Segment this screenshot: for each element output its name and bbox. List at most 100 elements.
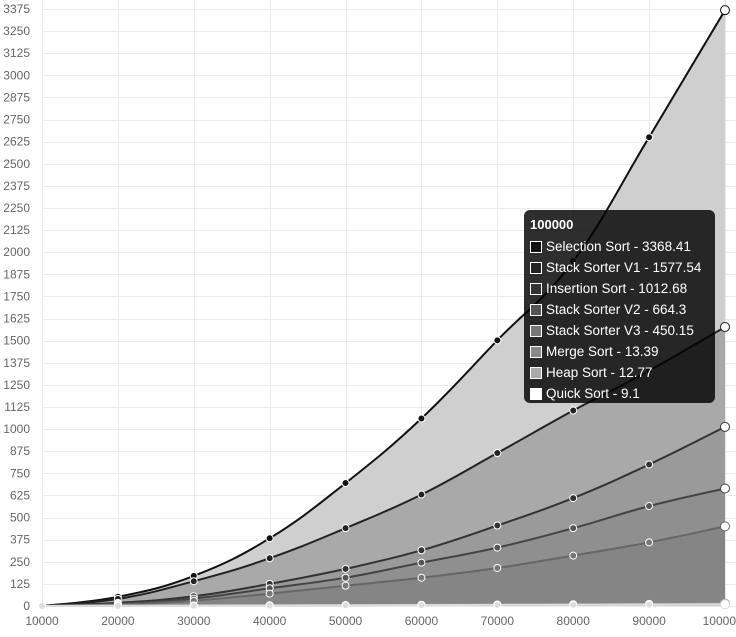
x-tick-label: 80000: [557, 614, 591, 628]
x-tick-label: 60000: [405, 614, 439, 628]
series-points: [38, 5, 730, 610]
tooltip-row-label: Stack Sorter V1 - 1577.54: [546, 260, 702, 275]
point-stack-sorter-v3: [417, 573, 426, 582]
point-quick-sort: [417, 601, 426, 610]
tooltip-row-stack-sorter-v2: Stack Sorter V2 - 664.3: [530, 299, 709, 320]
legend-swatch-icon: [530, 303, 542, 316]
y-tick-label: 2000: [3, 245, 30, 259]
point-insertion-sort: [341, 564, 350, 573]
point-selection-sort: [720, 5, 730, 16]
point-quick-sort: [265, 601, 274, 610]
tooltip-row-label: Stack Sorter V3 - 450.15: [546, 323, 694, 338]
point-stack-sorter-v1: [341, 524, 350, 533]
tooltip-title: 100000: [530, 217, 574, 232]
y-tick-label: 2875: [3, 90, 30, 104]
point-quick-sort: [645, 600, 654, 609]
point-stack-sorter-v2: [569, 524, 578, 533]
legend-swatch-icon: [530, 240, 542, 253]
tooltip-row-label: Quick Sort - 9.1: [546, 386, 640, 401]
point-quick-sort: [113, 601, 122, 610]
point-selection-sort: [265, 534, 274, 543]
y-tick-label: 2625: [3, 135, 30, 149]
legend-swatch-icon: [530, 324, 542, 337]
x-axis-tick-labels: 10000 20000 30000 40000 50000 60000 70000 80000…: [25, 614, 736, 628]
y-tick-label: 875: [10, 444, 30, 458]
point-selection-sort: [645, 133, 654, 142]
x-tick-label: 90000: [632, 614, 666, 628]
point-stack-sorter-v2: [417, 558, 426, 567]
point-stack-sorter-v1: [265, 554, 274, 563]
y-tick-label: 2375: [3, 179, 30, 193]
point-stack-sorter-v2: [720, 483, 730, 494]
point-insertion-sort: [569, 494, 578, 503]
point-quick-sort: [720, 599, 730, 610]
line-stack-sorter-v3: [41, 525, 726, 607]
y-tick-label: 125: [10, 577, 30, 591]
tooltip-row-merge-sort: Merge Sort - 13.39: [530, 341, 709, 362]
y-tick-label: 1750: [3, 289, 30, 303]
x-tick-label: 50000: [329, 614, 363, 628]
y-tick-label: 1625: [3, 312, 30, 326]
point-quick-sort: [341, 601, 350, 610]
tooltip-row-heap-sort: Heap Sort - 12.77: [530, 362, 709, 383]
tooltip-row-label: Merge Sort - 13.39: [546, 344, 659, 359]
point-stack-sorter-v1: [417, 490, 426, 499]
y-tick-label: 1000: [3, 422, 30, 436]
line-stack-sorter-v2: [41, 487, 726, 607]
point-selection-sort: [417, 414, 426, 423]
legend-swatch-icon: [530, 366, 542, 379]
point-stack-sorter-v3: [265, 589, 274, 598]
tooltip-row-label: Stack Sorter V2 - 664.3: [546, 302, 687, 317]
x-tick-label: 10000: [25, 614, 59, 628]
x-tick-label: 40000: [253, 614, 287, 628]
point-stack-sorter-v1: [720, 321, 730, 332]
y-tick-label: 0: [23, 599, 30, 613]
x-tick-label: 70000: [481, 614, 515, 628]
y-tick-label: 2750: [3, 113, 30, 127]
point-stack-sorter-v3: [341, 581, 350, 590]
point-insertion-sort: [417, 546, 426, 555]
legend-swatch-icon: [530, 282, 542, 295]
y-tick-label: 1875: [3, 267, 30, 281]
point-quick-sort: [569, 600, 578, 609]
point-quick-sort: [38, 602, 46, 610]
legend-swatch-icon: [530, 345, 542, 358]
point-stack-sorter-v2: [341, 573, 350, 582]
legend-swatch-icon: [530, 387, 542, 400]
y-tick-label: 2250: [3, 201, 30, 215]
y-tick-label: 2500: [3, 157, 30, 171]
tooltip-row-label: Selection Sort - 3368.41: [546, 239, 691, 254]
point-quick-sort: [189, 601, 198, 610]
tooltip-row-stack-sorter-v1: Stack Sorter V1 - 1577.54: [530, 257, 709, 278]
tooltip-row-stack-sorter-v3: Stack Sorter V3 - 450.15: [530, 320, 709, 341]
point-stack-sorter-v3: [493, 563, 502, 572]
y-tick-label: 750: [10, 466, 30, 480]
x-tick-label: 30000: [177, 614, 211, 628]
series-lines: [41, 9, 726, 607]
y-tick-label: 3250: [3, 24, 30, 38]
tooltip: 100000 Selection Sort - 3368.41 Stack So…: [524, 210, 715, 403]
tooltip-row-quick-sort: Quick Sort - 9.1: [530, 383, 709, 404]
point-stack-sorter-v3: [645, 538, 654, 547]
tooltip-row-insertion-sort: Insertion Sort - 1012.68: [530, 278, 709, 299]
point-insertion-sort: [720, 421, 730, 432]
y-tick-label: 500: [10, 511, 30, 525]
y-tick-label: 1250: [3, 378, 30, 392]
y-tick-label: 625: [10, 488, 30, 502]
y-tick-label: 1500: [3, 334, 30, 348]
point-stack-sorter-v1: [493, 448, 502, 457]
y-tick-label: 3000: [3, 68, 30, 82]
point-insertion-sort: [493, 521, 502, 530]
y-axis-tick-labels: 0 125 250 375 500 625 750 875 1000 1125 1250 1375 15…: [3, 2, 30, 613]
point-selection-sort: [341, 479, 350, 488]
x-tick-label: 20000: [101, 614, 135, 628]
point-stack-sorter-v2: [645, 502, 654, 511]
tooltip-row-label: Insertion Sort - 1012.68: [546, 281, 688, 296]
y-tick-label: 2125: [3, 223, 30, 237]
y-tick-label: 250: [10, 555, 30, 569]
tooltip-row-label: Heap Sort - 12.77: [546, 365, 653, 380]
point-quick-sort: [493, 600, 502, 609]
y-tick-label: 3375: [3, 2, 30, 16]
y-tick-label: 1125: [4, 400, 30, 414]
